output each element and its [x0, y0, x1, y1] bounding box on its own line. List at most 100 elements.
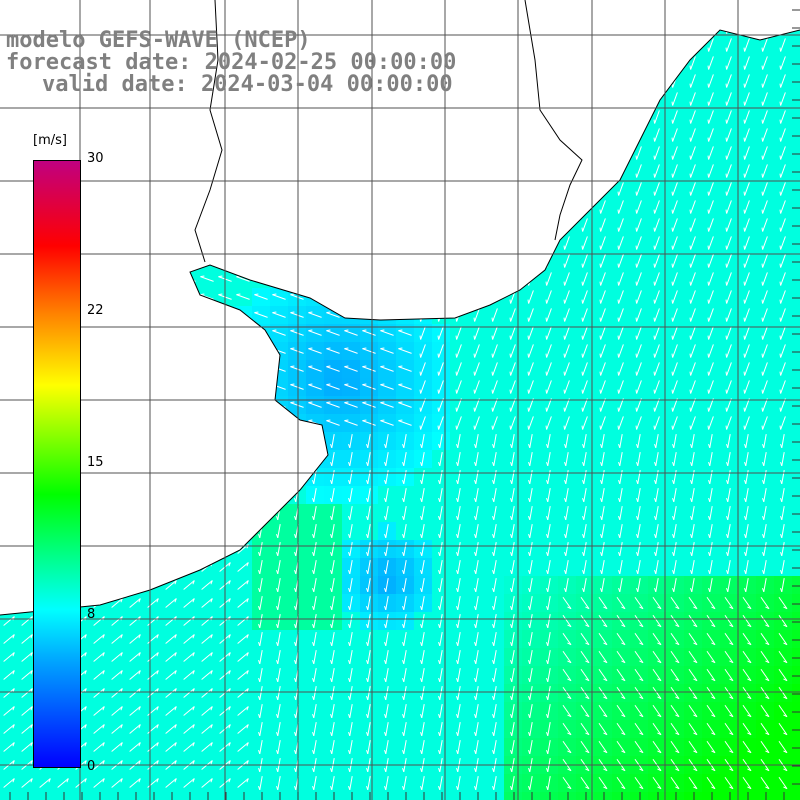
- wind-arrow: [326, 312, 340, 318]
- wind-cell: [234, 594, 253, 613]
- wind-cell: [576, 306, 595, 325]
- wind-arrow: [349, 542, 353, 556]
- wind-arrow-head: [672, 515, 675, 521]
- wind-arrow-head: [690, 587, 693, 593]
- wind-arrow: [259, 596, 263, 610]
- wind-cell: [504, 468, 523, 487]
- wind-arrow: [277, 542, 281, 556]
- wind-arrow: [511, 506, 515, 520]
- wind-cell: [306, 738, 325, 757]
- wind-cell: [630, 558, 649, 577]
- wind-arrow-head: [762, 551, 765, 557]
- wind-arrow: [326, 366, 340, 372]
- wind-cell: [738, 414, 757, 433]
- wind-cell: [414, 342, 433, 361]
- wind-arrow-head: [438, 497, 441, 503]
- wind-cell: [666, 108, 685, 127]
- wind-cell: [324, 432, 343, 451]
- wind-arrow: [708, 362, 714, 376]
- wind-arrow: [583, 434, 587, 448]
- wind-arrow-head: [708, 461, 711, 467]
- wind-cell: [468, 738, 487, 757]
- wind-arrow: [547, 578, 551, 592]
- wind-cell: [360, 720, 379, 739]
- wind-arrow-head: [528, 443, 531, 449]
- wind-arrow: [637, 506, 641, 520]
- wind-cell: [702, 342, 721, 361]
- wind-arrow-head: [780, 443, 783, 449]
- wind-arrow: [745, 524, 749, 538]
- wind-arrow: [564, 290, 570, 304]
- wind-cell: [720, 504, 739, 523]
- wind-cell: [396, 486, 415, 505]
- wind-cell: [360, 450, 379, 469]
- wind-arrow: [565, 578, 569, 592]
- wind-cell: [612, 180, 631, 199]
- wind-cell: [432, 540, 451, 559]
- wind-arrow: [493, 596, 497, 610]
- wind-cell: [738, 90, 757, 109]
- wind-cell: [414, 468, 433, 487]
- wind-cell: [666, 414, 685, 433]
- wind-cell: [504, 738, 523, 757]
- wind-arrow-head: [672, 569, 675, 575]
- wind-arrow: [726, 308, 732, 322]
- wind-arrow: [475, 596, 479, 610]
- wind-arrow: [619, 488, 623, 502]
- wind-cell: [774, 198, 793, 217]
- wind-cell: [720, 216, 739, 235]
- wind-cell: [486, 342, 505, 361]
- wind-arrow: [745, 560, 749, 574]
- wind-cell: [396, 558, 415, 577]
- wind-cell: [648, 144, 667, 163]
- wind-arrow-head: [528, 569, 531, 575]
- wind-cell: [738, 306, 757, 325]
- wind-cell: [540, 288, 559, 307]
- wind-arrow-head: [384, 587, 387, 593]
- wind-cell: [378, 594, 397, 613]
- wind-arrow: [420, 344, 426, 358]
- wind-cell: [126, 612, 145, 631]
- wind-arrow-head: [330, 461, 333, 467]
- wind-cell: [612, 558, 631, 577]
- wind-cell: [432, 324, 451, 343]
- wind-arrow: [438, 344, 444, 358]
- wind-cell: [648, 342, 667, 361]
- wind-cell: [630, 216, 649, 235]
- wind-arrow-head: [474, 587, 477, 593]
- wind-arrow: [313, 506, 317, 520]
- wind-cell: [648, 396, 667, 415]
- wind-cell: [486, 486, 505, 505]
- wind-arrow-head: [780, 497, 783, 503]
- wind-arrow: [637, 488, 641, 502]
- wind-arrow: [618, 326, 624, 340]
- wind-cell: [702, 270, 721, 289]
- wind-cell: [306, 774, 325, 793]
- wind-arrow-head: [509, 389, 512, 394]
- wind-arrow-head: [473, 317, 476, 322]
- wind-arrow: [385, 434, 389, 448]
- wind-arrow: [655, 578, 659, 592]
- wind-arrow: [344, 402, 358, 408]
- wind-arrow: [290, 330, 304, 336]
- wind-arrow-head: [635, 389, 638, 394]
- wind-cell: [774, 72, 793, 91]
- wind-arrow: [547, 452, 551, 466]
- wind-cell: [558, 288, 577, 307]
- wind-arrow-head: [398, 401, 403, 404]
- wind-arrow: [637, 452, 641, 466]
- wind-arrow-head: [456, 605, 459, 611]
- wind-arrow-head: [228, 580, 231, 585]
- wind-cell: [756, 234, 775, 253]
- wind-cell: [702, 306, 721, 325]
- wind-cell: [594, 324, 613, 343]
- wind-cell: [486, 360, 505, 379]
- wind-cell: [522, 486, 541, 505]
- wind-arrow: [421, 452, 425, 466]
- wind-arrow-head: [330, 443, 333, 449]
- wind-arrow-head: [600, 533, 603, 539]
- wind-arrow: [456, 326, 462, 340]
- wind-cell: [342, 774, 361, 793]
- wind-arrow-head: [420, 443, 423, 449]
- wind-arrow: [762, 416, 768, 430]
